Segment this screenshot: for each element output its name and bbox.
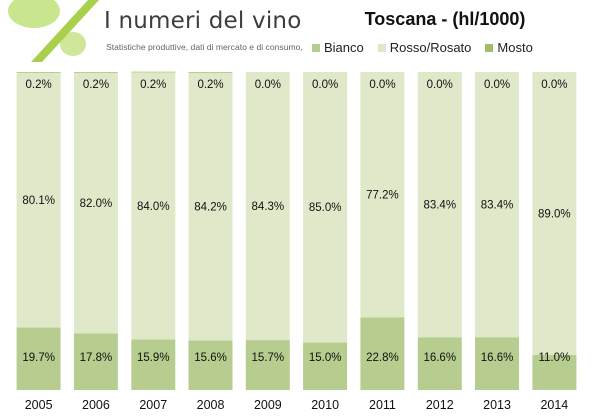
legend-label-mosto: Mosto xyxy=(497,40,533,55)
legend-item-mosto: Mosto xyxy=(485,40,533,55)
bar-rosso-rosato-2006 xyxy=(73,72,118,334)
bar-bianco-2008 xyxy=(188,340,233,391)
brand-subtitle: Statistiche produttive, dati di mercato … xyxy=(106,42,303,52)
grape-icon xyxy=(60,32,86,56)
data-label-mosto-2005: 0.2% xyxy=(26,79,52,91)
bar-rosso-rosato-2011 xyxy=(360,72,405,318)
bar-bianco-2014 xyxy=(532,355,577,390)
x-tick-label-2006: 2006 xyxy=(82,398,110,412)
x-tick-label-2005: 2005 xyxy=(25,398,53,412)
bar-bianco-2005 xyxy=(16,327,61,391)
data-label-rosso-rosato-2005: 80.1% xyxy=(22,195,55,207)
data-label-rosso-rosato-2008: 84.2% xyxy=(194,202,227,214)
data-label-rosso-rosato-2006: 82.0% xyxy=(80,198,113,210)
data-label-rosso-rosato-2014: 89.0% xyxy=(538,209,571,221)
percent-slash-icon xyxy=(31,0,99,62)
data-label-bianco-2006: 17.8% xyxy=(80,352,113,364)
data-label-mosto-2013: 0.0% xyxy=(484,79,510,91)
data-label-mosto-2009: 0.0% xyxy=(255,79,281,91)
data-label-bianco-2008: 15.6% xyxy=(194,352,227,364)
chart-title: Toscana - (hl/1000) xyxy=(364,9,526,29)
x-tick-label-2008: 2008 xyxy=(197,398,225,412)
bar-bianco-2011 xyxy=(360,317,405,390)
bar-rosso-rosato-2013 xyxy=(475,72,519,338)
legend-swatch-rosso-rosato xyxy=(377,43,386,52)
data-label-rosso-rosato-2010: 85.0% xyxy=(309,202,342,214)
bar-bianco-2010 xyxy=(303,342,348,390)
data-label-mosto-2014: 0.0% xyxy=(541,79,567,91)
legend-label-bianco: Bianco xyxy=(324,40,364,55)
bar-mosto-2006 xyxy=(73,72,118,73)
data-label-rosso-rosato-2011: 77.2% xyxy=(366,190,399,202)
bar-rosso-rosato-2010 xyxy=(303,72,348,343)
bar-bianco-2009 xyxy=(245,340,290,391)
grape-icon xyxy=(8,0,60,28)
data-label-rosso-rosato-2013: 83.4% xyxy=(481,200,514,212)
data-label-mosto-2006: 0.2% xyxy=(83,79,109,91)
bar-rosso-rosato-2008 xyxy=(188,72,233,341)
data-label-bianco-2014: 11.0% xyxy=(538,352,570,364)
data-label-mosto-2010: 0.0% xyxy=(312,79,338,91)
x-tick-label-2009: 2009 xyxy=(254,398,282,412)
bar-rosso-rosato-2014 xyxy=(532,72,577,356)
legend-item-rosso-rosato: Rosso/Rosato xyxy=(377,40,472,55)
data-label-bianco-2013: 16.6% xyxy=(481,352,514,364)
x-tick-label-2013: 2013 xyxy=(483,398,511,412)
legend-item-bianco: Bianco xyxy=(312,40,364,55)
bar-bianco-2007 xyxy=(131,339,176,390)
data-label-bianco-2010: 15.0% xyxy=(309,352,342,364)
data-label-rosso-rosato-2012: 83.4% xyxy=(423,200,456,212)
x-tick-label-2012: 2012 xyxy=(426,398,454,412)
legend-swatch-bianco xyxy=(312,43,320,52)
legend-label-rosso-rosato: Rosso/Rosato xyxy=(389,40,472,55)
x-tick-label-2007: 2007 xyxy=(139,398,167,412)
bar-bianco-2006 xyxy=(73,333,118,390)
data-label-mosto-2007: 0.2% xyxy=(140,79,166,91)
bar-rosso-rosato-2005 xyxy=(16,72,61,328)
data-label-mosto-2012: 0.0% xyxy=(427,79,453,91)
bar-mosto-2005 xyxy=(16,72,61,73)
data-label-rosso-rosato-2009: 84.3% xyxy=(252,201,285,213)
data-label-bianco-2009: 15.7% xyxy=(252,352,285,364)
bar-rosso-rosato-2007 xyxy=(131,72,176,340)
bar-bianco-2013 xyxy=(475,337,519,390)
logo-image xyxy=(8,0,99,62)
brand-title: I numeri del vino xyxy=(104,8,302,34)
data-label-mosto-2008: 0.2% xyxy=(197,79,223,91)
bar-bianco-2012 xyxy=(417,337,462,390)
bar-mosto-2008 xyxy=(188,72,233,73)
legend-swatch-mosto xyxy=(485,43,494,52)
chart-legend: Bianco Rosso/Rosato Mosto xyxy=(312,40,533,55)
data-label-rosso-rosato-2007: 84.0% xyxy=(137,201,170,213)
x-tick-label-2011: 2011 xyxy=(369,398,396,412)
x-tick-label-2010: 2010 xyxy=(311,398,339,412)
data-label-bianco-2012: 16.6% xyxy=(423,352,456,364)
bar-mosto-2007 xyxy=(131,71,176,73)
bar-rosso-rosato-2012 xyxy=(417,72,462,338)
data-label-mosto-2011: 0.0% xyxy=(369,79,395,91)
bar-rosso-rosato-2009 xyxy=(245,72,290,341)
data-label-bianco-2011: 22.8% xyxy=(366,352,399,364)
data-label-bianco-2005: 19.7% xyxy=(22,352,55,364)
data-label-bianco-2007: 15.9% xyxy=(137,352,170,364)
x-tick-label-2014: 2014 xyxy=(540,398,568,412)
